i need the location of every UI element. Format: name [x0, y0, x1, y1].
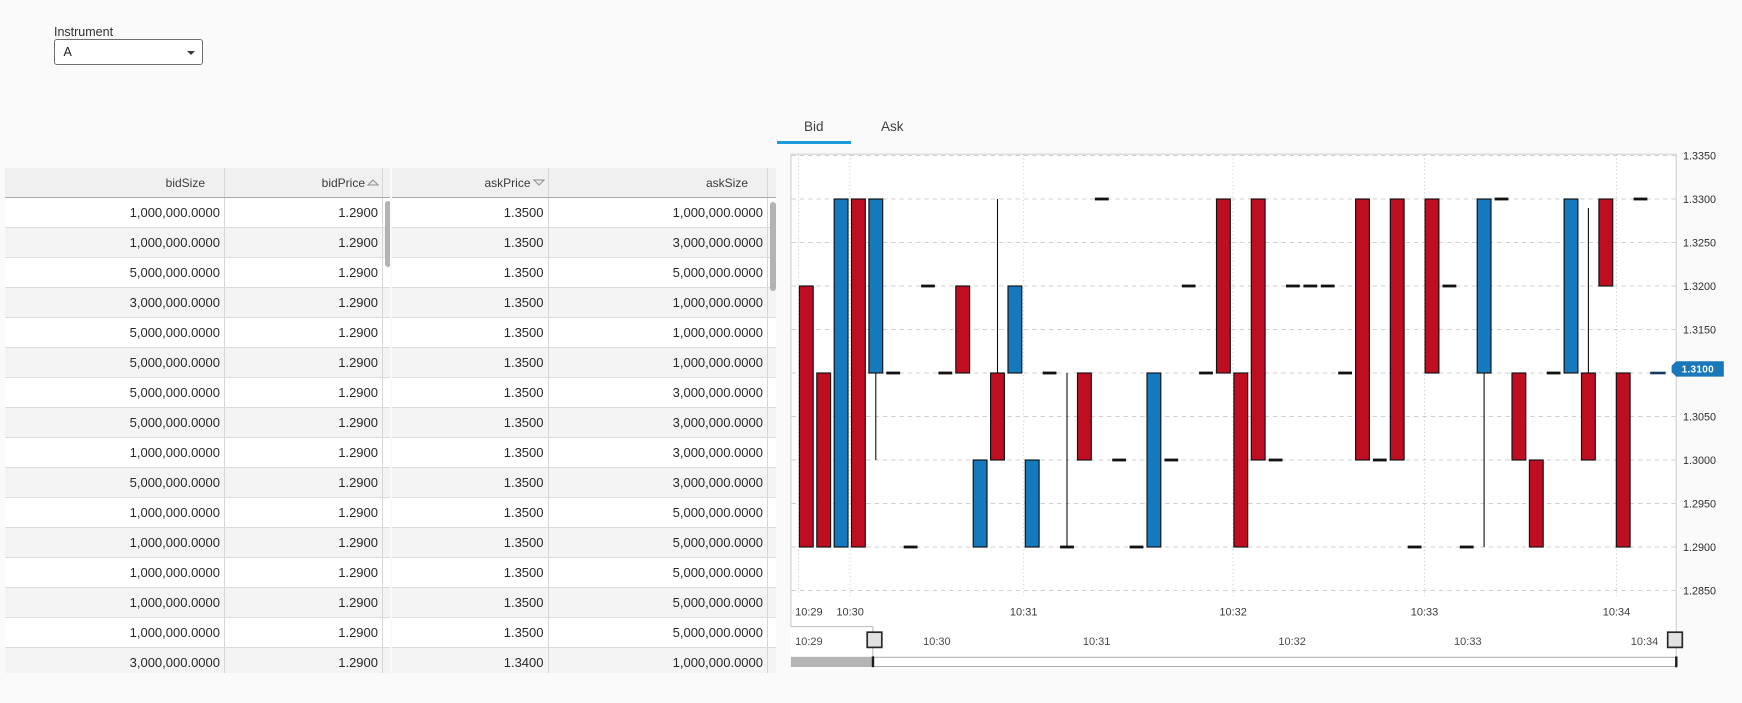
- svg-text:10:29: 10:29: [795, 607, 823, 619]
- svg-text:1.3100: 1.3100: [1682, 365, 1715, 376]
- svg-text:10:31: 10:31: [1083, 636, 1111, 648]
- svg-text:10:32: 10:32: [1219, 607, 1247, 619]
- svg-text:10:32: 10:32: [1278, 636, 1306, 648]
- svg-text:1.2900: 1.2900: [1683, 542, 1716, 554]
- svg-text:1.2850: 1.2850: [1683, 585, 1716, 597]
- svg-text:1.3300: 1.3300: [1683, 194, 1716, 206]
- svg-text:10:31: 10:31: [1010, 607, 1038, 619]
- svg-text:10:29: 10:29: [795, 636, 823, 648]
- svg-text:1.3050: 1.3050: [1683, 411, 1716, 423]
- svg-text:1.3350: 1.3350: [1683, 150, 1716, 162]
- svg-text:10:33: 10:33: [1454, 636, 1482, 648]
- svg-text:1.2950: 1.2950: [1683, 498, 1716, 510]
- svg-text:10:33: 10:33: [1411, 607, 1439, 619]
- svg-text:10:34: 10:34: [1603, 607, 1631, 619]
- svg-text:1.3150: 1.3150: [1683, 324, 1716, 336]
- svg-text:1.3200: 1.3200: [1683, 281, 1716, 293]
- svg-text:1.3250: 1.3250: [1683, 237, 1716, 249]
- svg-text:1.3000: 1.3000: [1683, 455, 1716, 467]
- svg-text:10:30: 10:30: [836, 607, 864, 619]
- svg-text:10:30: 10:30: [923, 636, 951, 648]
- svg-text:10:34: 10:34: [1631, 636, 1659, 648]
